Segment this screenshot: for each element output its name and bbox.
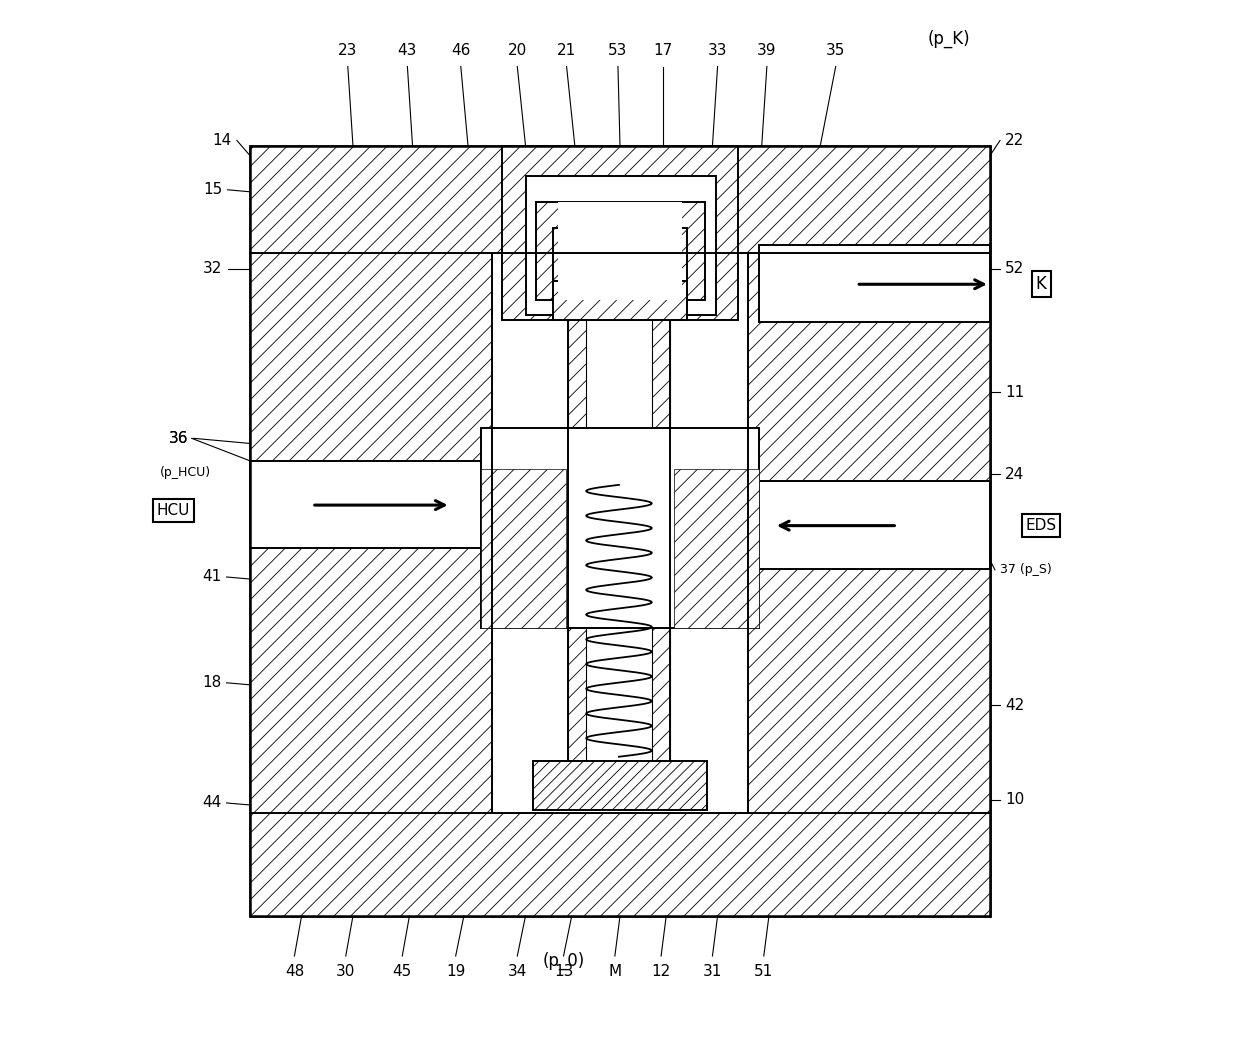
Text: 51: 51 <box>754 964 774 980</box>
Text: HCU: HCU <box>156 503 190 517</box>
Bar <box>652 315 671 762</box>
Text: 44: 44 <box>202 795 222 811</box>
Bar <box>536 202 706 300</box>
Text: 41: 41 <box>202 569 222 584</box>
Text: 36: 36 <box>169 431 188 446</box>
Text: 31: 31 <box>703 964 722 980</box>
Bar <box>553 228 687 284</box>
Text: 17: 17 <box>653 44 673 58</box>
Bar <box>250 813 990 916</box>
Text: EDS: EDS <box>1025 518 1056 533</box>
Text: 39: 39 <box>758 44 776 58</box>
Text: 53: 53 <box>609 44 627 58</box>
Text: 18: 18 <box>202 676 222 690</box>
Bar <box>250 146 990 253</box>
Bar <box>759 482 990 568</box>
Text: 34: 34 <box>507 964 527 980</box>
Text: (p_K): (p_K) <box>928 30 970 48</box>
Text: 20: 20 <box>507 44 527 58</box>
Text: 35: 35 <box>826 44 846 58</box>
Bar <box>250 253 491 813</box>
Text: 30: 30 <box>336 964 356 980</box>
Text: 23: 23 <box>339 44 357 58</box>
Bar <box>553 281 687 321</box>
Text: 32: 32 <box>203 261 222 276</box>
Bar <box>250 461 481 549</box>
Text: 19: 19 <box>446 964 465 980</box>
Text: M: M <box>609 964 621 980</box>
Bar <box>675 469 759 629</box>
Bar <box>568 315 671 762</box>
Text: 37 (p_S): 37 (p_S) <box>999 563 1052 577</box>
Text: 21: 21 <box>557 44 577 58</box>
Bar <box>533 761 707 810</box>
Bar <box>526 176 715 315</box>
Text: K: K <box>1035 275 1047 294</box>
Bar <box>568 315 587 762</box>
Bar <box>759 246 990 323</box>
Bar <box>250 146 990 916</box>
Bar <box>558 202 682 300</box>
Text: 14: 14 <box>212 133 232 148</box>
Text: 22: 22 <box>1006 133 1024 148</box>
Text: 33: 33 <box>708 44 728 58</box>
Text: (p_HCU): (p_HCU) <box>160 465 211 479</box>
Text: 13: 13 <box>554 964 573 980</box>
Text: 42: 42 <box>1006 697 1024 713</box>
Text: 45: 45 <box>393 964 412 980</box>
Bar <box>481 469 565 629</box>
Text: 11: 11 <box>1006 384 1024 400</box>
Text: 12: 12 <box>651 964 671 980</box>
Text: 43: 43 <box>398 44 417 58</box>
Text: 36: 36 <box>169 431 188 446</box>
Text: 24: 24 <box>1006 466 1024 482</box>
Bar <box>502 146 738 321</box>
Text: 52: 52 <box>1006 261 1024 276</box>
Text: 10: 10 <box>1006 792 1024 808</box>
Text: 15: 15 <box>203 182 222 198</box>
Text: (p_0): (p_0) <box>542 953 584 970</box>
Bar <box>250 146 990 916</box>
Text: 48: 48 <box>285 964 304 980</box>
Bar <box>749 253 990 813</box>
Text: 46: 46 <box>451 44 470 58</box>
Bar <box>481 428 759 629</box>
